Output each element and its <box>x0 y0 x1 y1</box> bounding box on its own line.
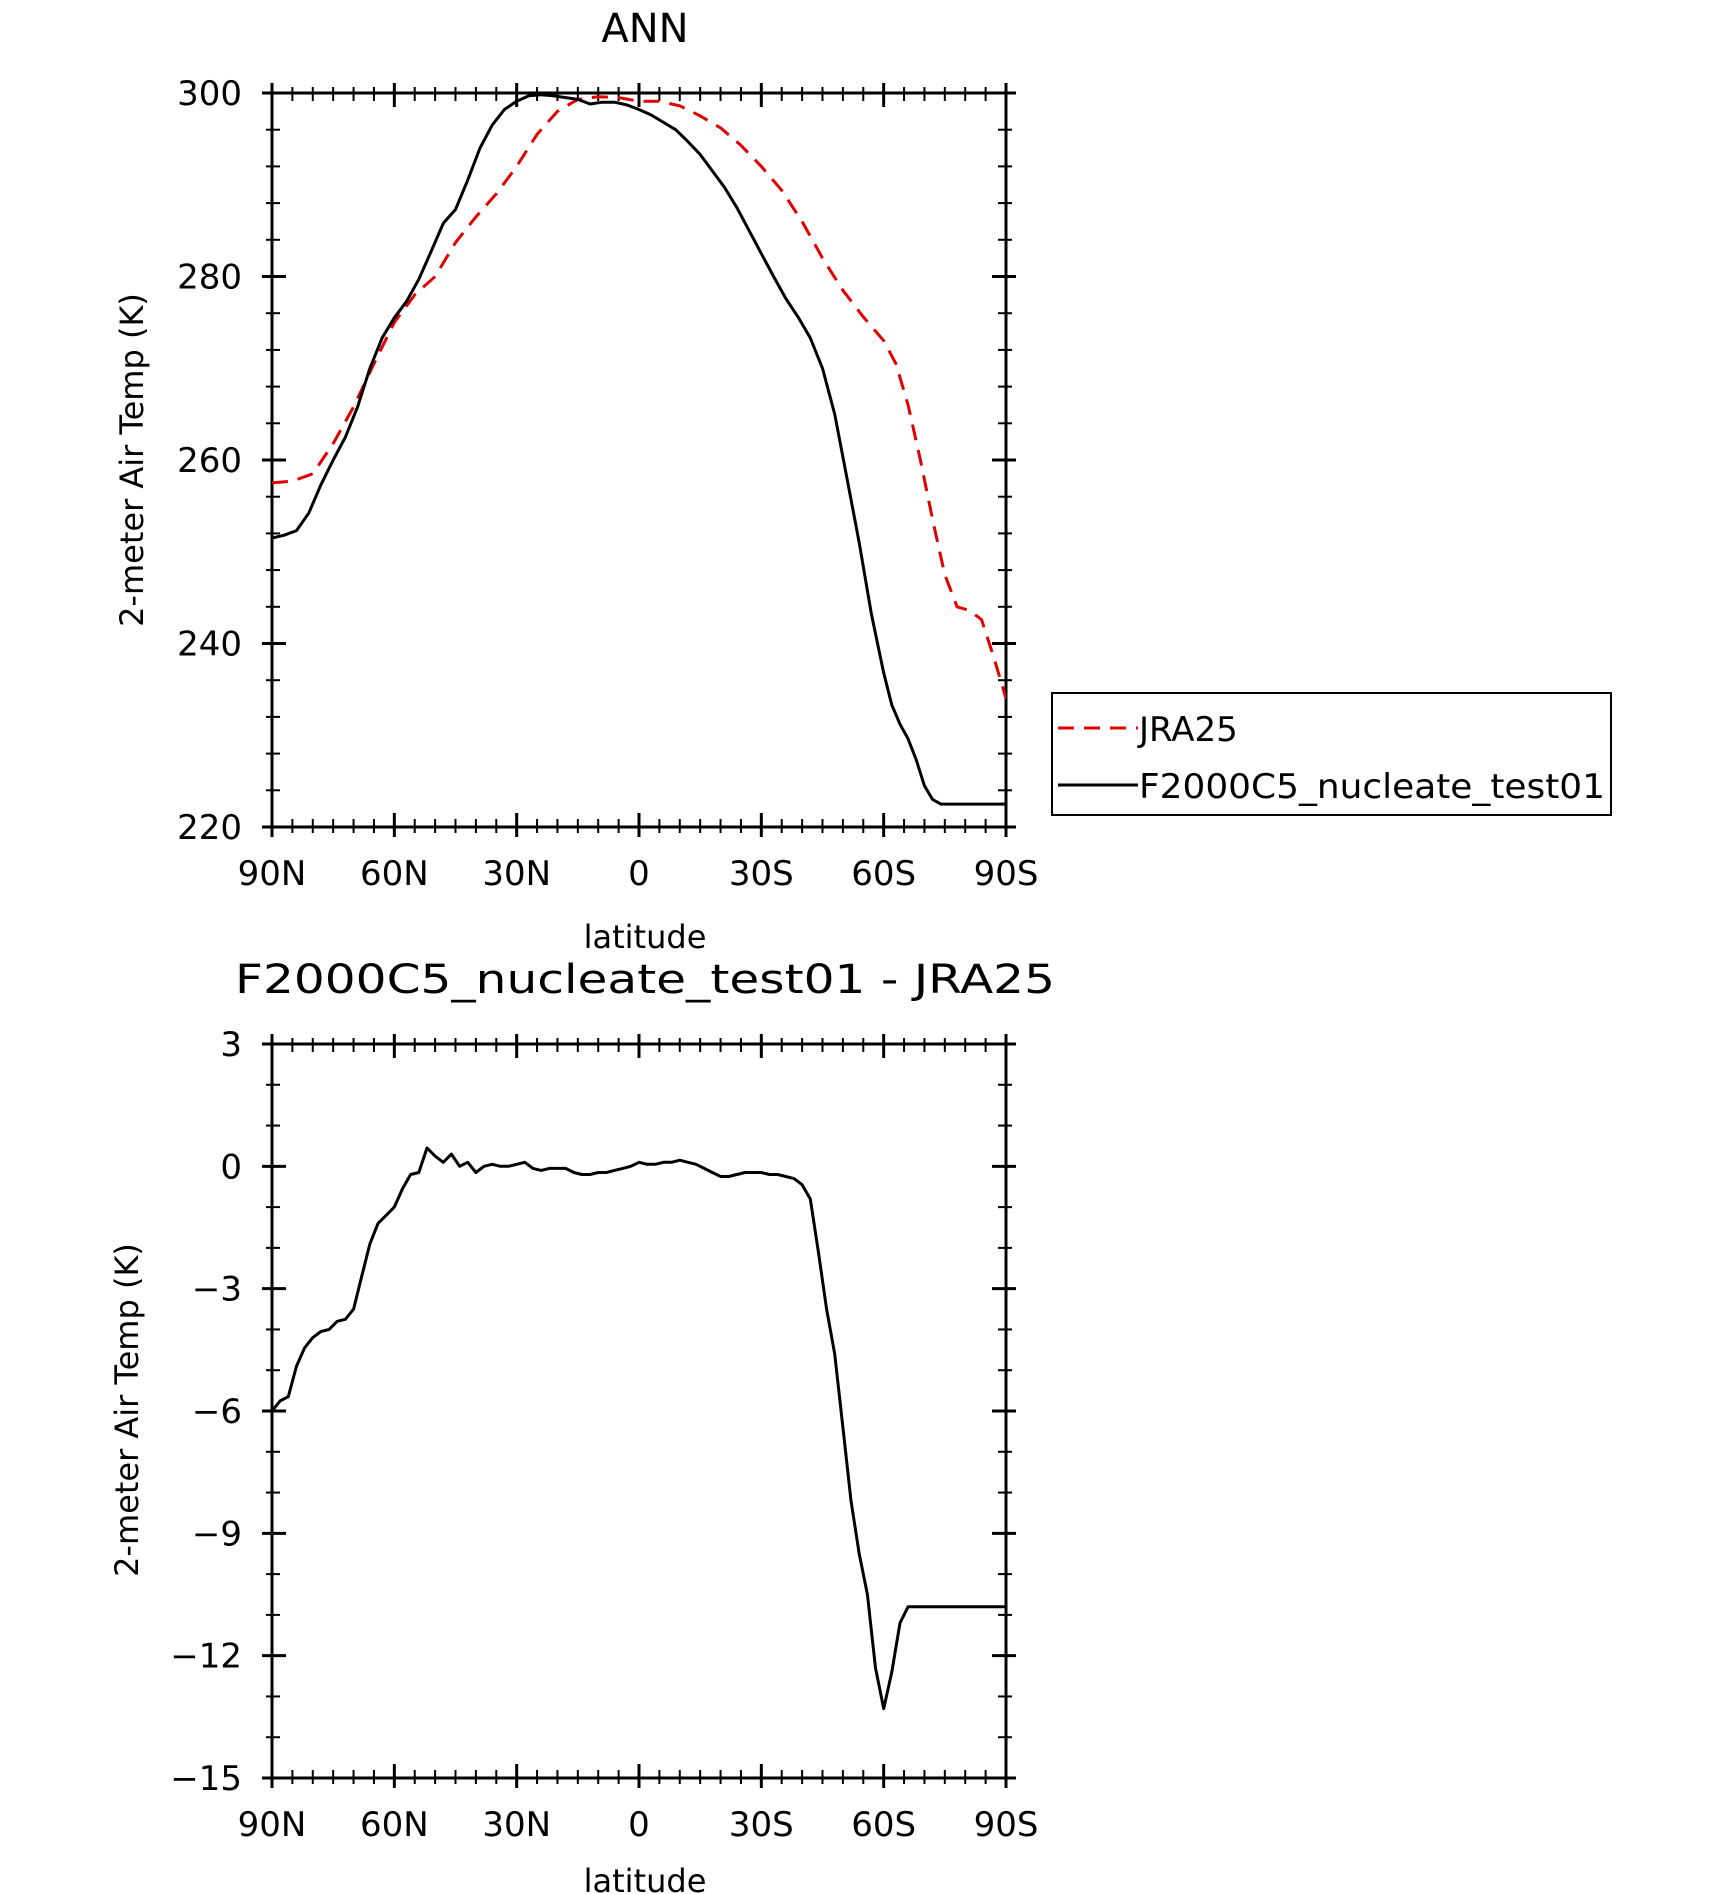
top-chart-title: ANN <box>601 6 688 52</box>
top-x-ticks: 90N 60N 30N 0 30S 60S 90S <box>238 83 1039 894</box>
y-tick-label: −15 <box>170 1759 242 1799</box>
y-tick-label: 220 <box>177 808 242 848</box>
bottom-x-axis-label: latitude <box>584 1862 707 1894</box>
bottom-chart-title: F2000C5_nucleate_test01 - JRA25 <box>235 957 1055 1003</box>
legend-label-model: F2000C5_nucleate_test01 <box>1139 767 1605 807</box>
top-y-ticks: 220 240 260 280 300 <box>177 74 1016 848</box>
x-tick-label: 60S <box>851 854 916 894</box>
y-tick-label: 300 <box>177 74 242 114</box>
bottom-x-ticks: 90N 60N 30N 0 30S 60S 90S <box>238 1034 1039 1845</box>
y-tick-label: −12 <box>170 1637 242 1677</box>
legend-box <box>1051 692 1612 816</box>
bottom-panel: F2000C5_nucleate_test01 - JRA25 −15 −12 −9… <box>108 957 1055 1894</box>
series-line-jra25 <box>272 95 1006 699</box>
y-tick-label: −9 <box>192 1514 242 1554</box>
x-tick-label: 0 <box>628 1805 650 1845</box>
x-tick-label: 90S <box>974 854 1039 894</box>
x-tick-label: 60N <box>360 1805 429 1845</box>
legend: JRA25 F2000C5_nucleate_test01 <box>1051 692 1612 816</box>
legend-label-jra25: JRA25 <box>1137 710 1238 750</box>
y-tick-label: 260 <box>177 441 242 481</box>
series-line-difference <box>272 1146 1006 1711</box>
x-tick-label: 30S <box>729 1805 794 1845</box>
x-tick-label: 90S <box>974 1805 1039 1845</box>
y-tick-label: 240 <box>177 625 242 665</box>
top-x-axis-label: latitude <box>584 918 707 956</box>
y-tick-label: 3 <box>220 1025 242 1065</box>
top-series-lines <box>272 93 1006 806</box>
x-tick-label: 0 <box>628 854 650 894</box>
bottom-y-ticks: −15 −12 −9 −6 −3 0 3 <box>170 1025 1016 1799</box>
x-tick-label: 90N <box>238 1805 307 1845</box>
y-tick-label: 280 <box>177 258 242 298</box>
x-tick-label: 30N <box>482 1805 551 1845</box>
bottom-series-lines <box>272 1146 1006 1711</box>
x-tick-label: 60N <box>360 854 429 894</box>
top-y-axis-label: 2-meter Air Temp (K) <box>113 293 151 627</box>
x-tick-label: 30S <box>729 854 794 894</box>
y-tick-label: 0 <box>220 1147 242 1187</box>
y-tick-label: −6 <box>192 1392 242 1432</box>
x-tick-label: 90N <box>238 854 307 894</box>
y-tick-label: −3 <box>192 1270 242 1310</box>
series-line-f2000c5-nucleate-test01 <box>272 93 1006 806</box>
x-tick-label: 30N <box>482 854 551 894</box>
x-tick-label: 60S <box>851 1805 916 1845</box>
bottom-y-axis-label: 2-meter Air Temp (K) <box>108 1243 146 1577</box>
